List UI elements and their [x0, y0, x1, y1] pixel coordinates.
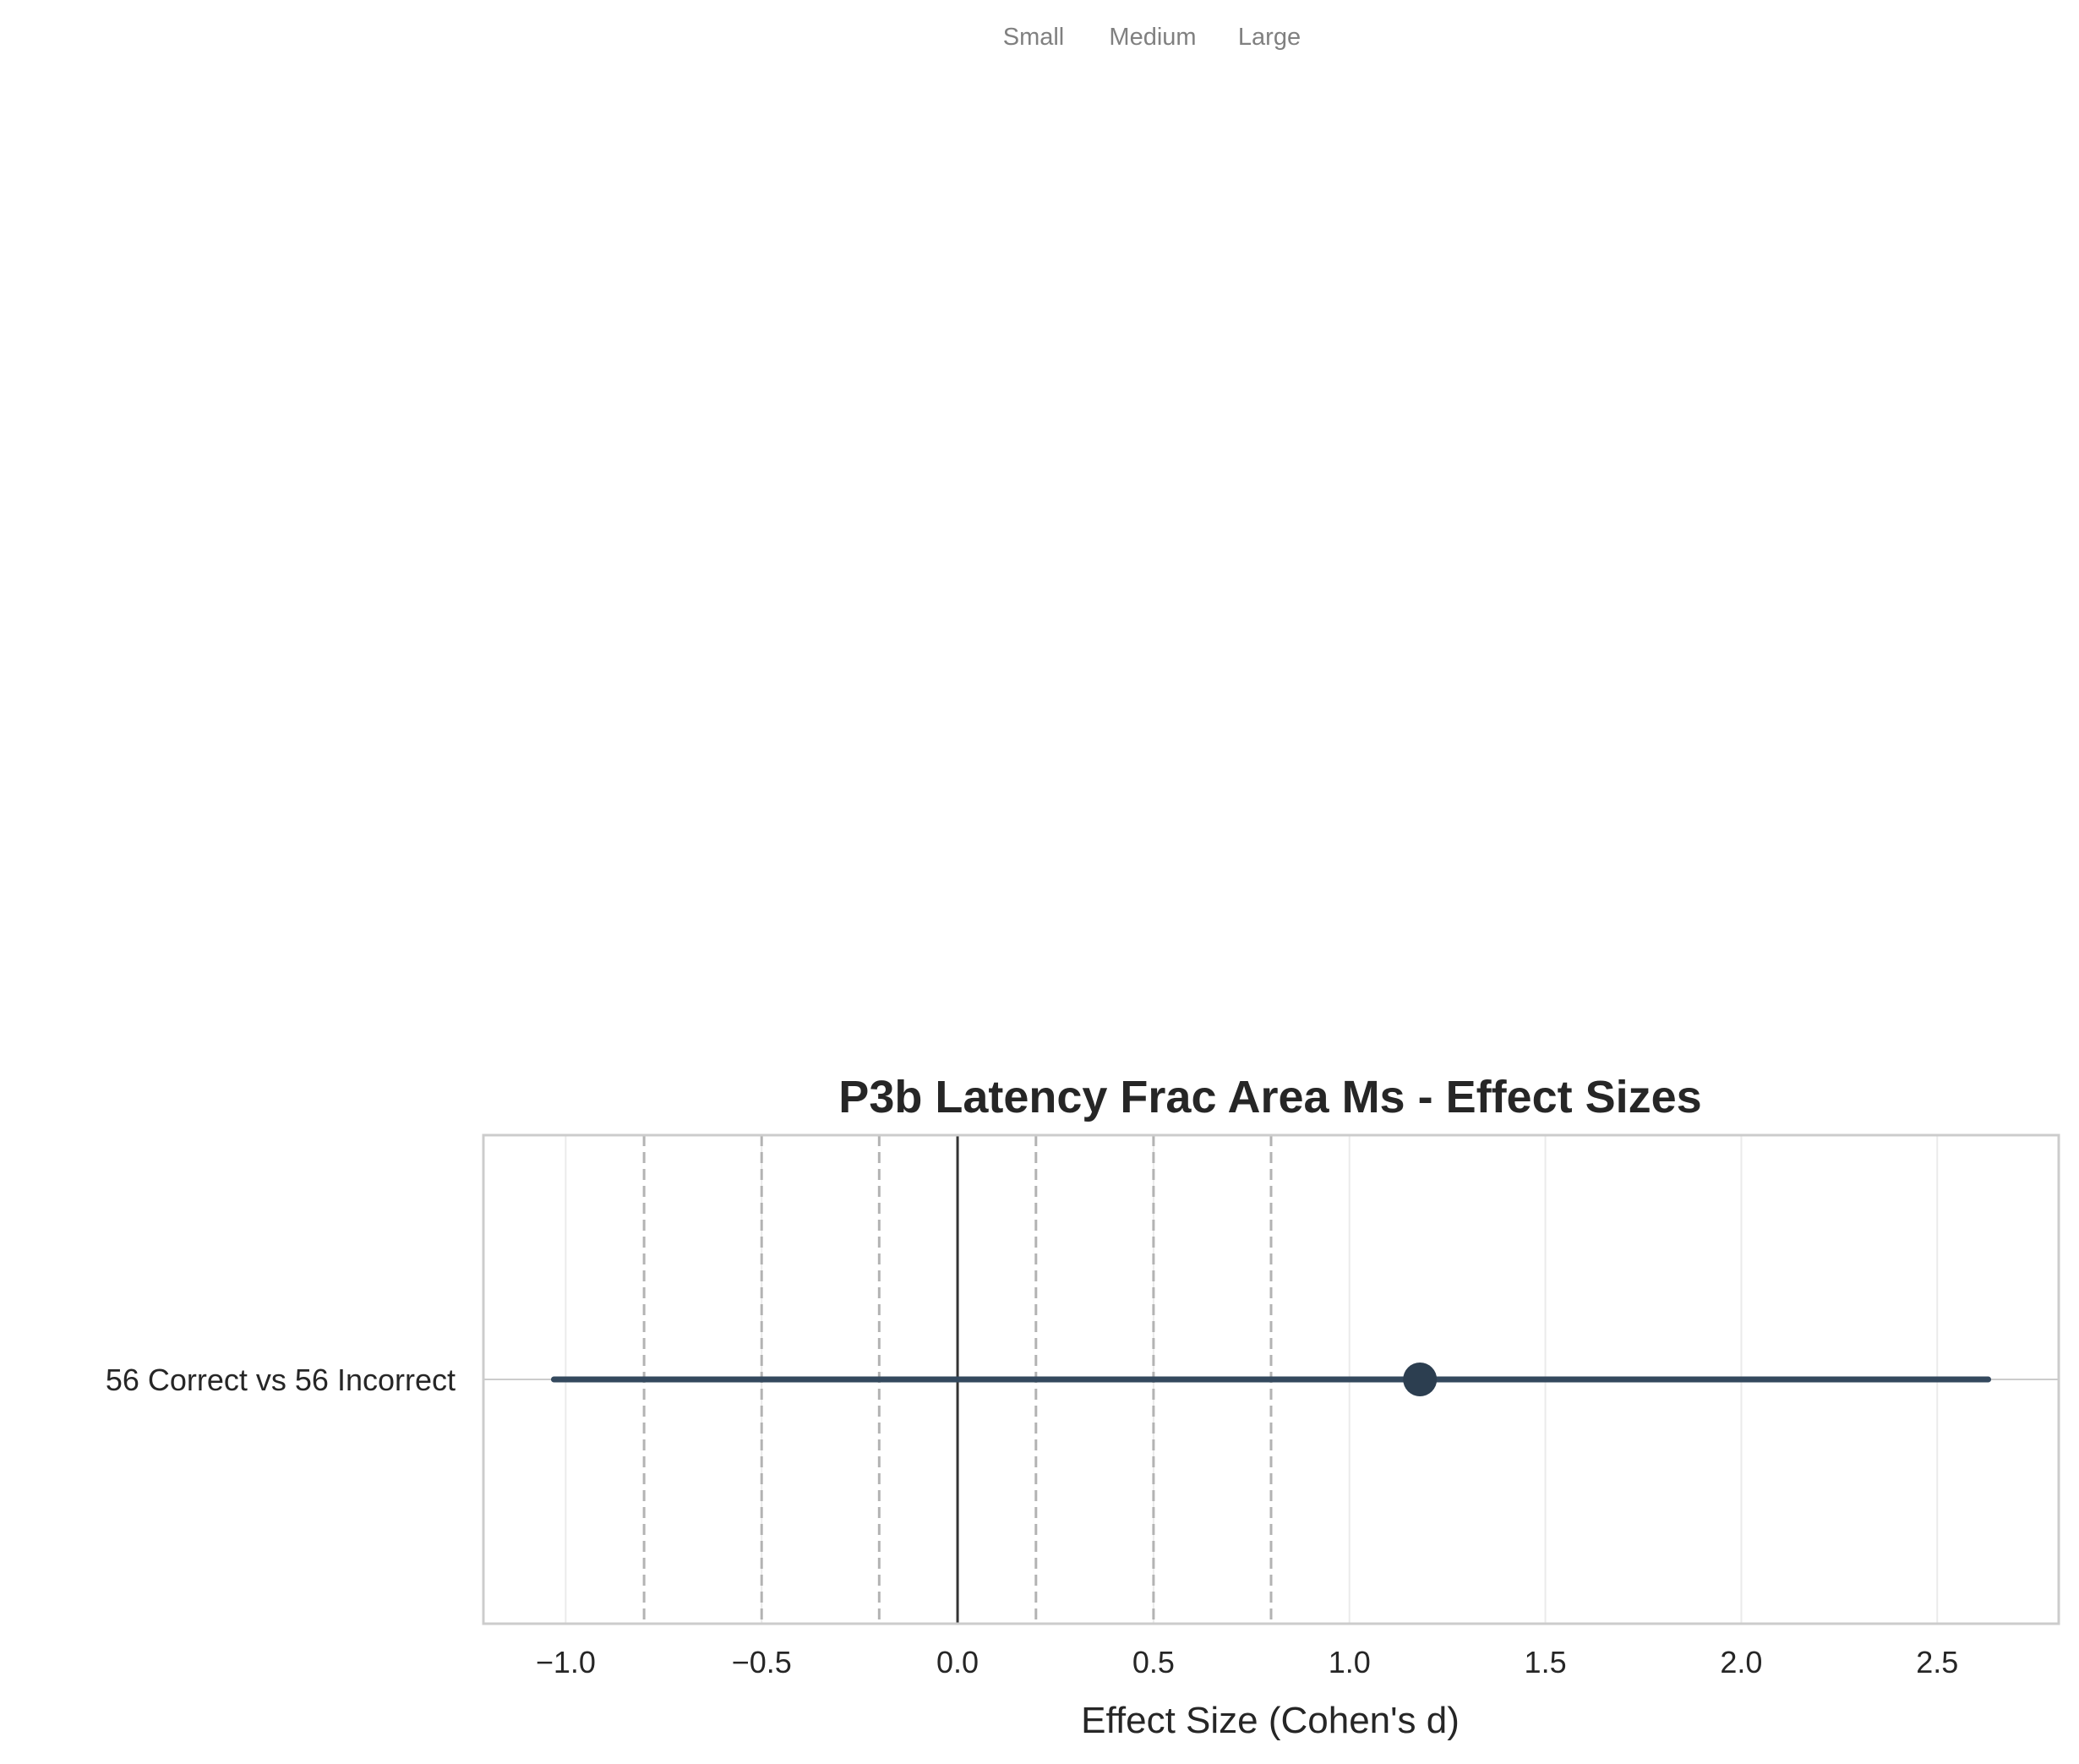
plot-frame — [482, 1133, 2060, 1625]
x-tick-label: 0.0 — [936, 1645, 979, 1679]
effect-point — [1403, 1363, 1438, 1396]
x-tick-labels: −1.0 −0.5 0.0 0.5 1.0 1.5 2.0 2.5 — [536, 1645, 1958, 1679]
x-tick-label: 2.5 — [1916, 1645, 1958, 1679]
ref-label-large: Large — [1238, 24, 1301, 51]
x-tick-label: 1.0 — [1329, 1645, 1371, 1679]
x-tick-label: 2.0 — [1720, 1645, 1762, 1679]
ref-label-medium: Medium — [1109, 24, 1196, 51]
x-tick-label: 1.5 — [1525, 1645, 1567, 1679]
x-tick-label: −1.0 — [536, 1645, 596, 1679]
x-axis-label: Effect Size (Cohen's d) — [1081, 1700, 1460, 1741]
x-tick-label: 0.5 — [1132, 1645, 1175, 1679]
ref-label-small: Small — [1003, 24, 1065, 51]
y-tick-label: 56 Correct vs 56 Incorrect — [106, 1363, 456, 1397]
data-layer — [550, 1363, 1992, 1396]
chart-title: P3b Latency Frac Area Ms - Effect Sizes — [838, 1072, 1701, 1122]
y-tick-labels: 56 Correct vs 56 Incorrect — [106, 1363, 456, 1397]
x-tick-label: −0.5 — [732, 1645, 792, 1679]
